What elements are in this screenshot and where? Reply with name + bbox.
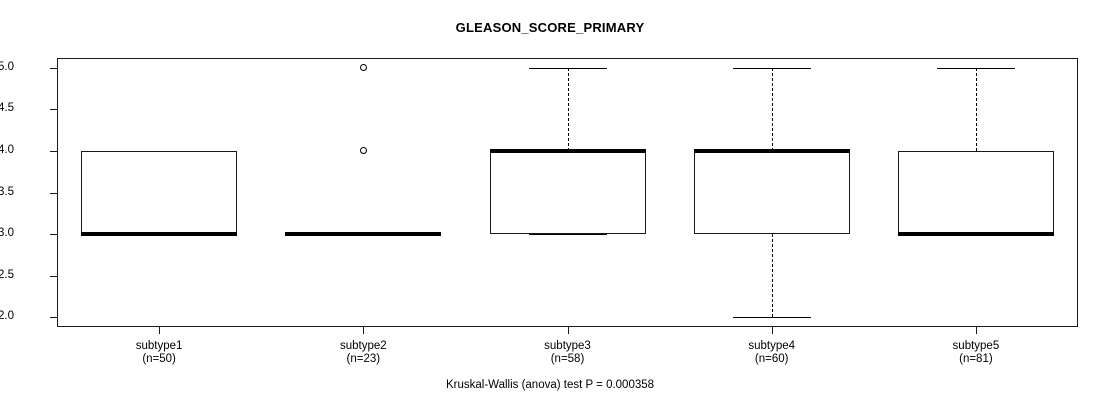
x-tick-label-name: subtype4 [748,340,796,352]
y-tick-mark [50,67,57,69]
y-tick-mark [50,109,57,111]
y-tick-label: 4.5 [0,102,14,115]
x-tick-label-subtype5: subtype5 (n=81) [876,340,1076,366]
x-tick-label-subtype1: subtype1 (n=50) [59,340,259,366]
x-tick-mark [568,327,569,334]
x-tick-label-subtype2: subtype2 (n=23) [263,340,463,366]
x-tick-label-count: (n=58) [550,353,585,365]
y-tick-mark [50,192,57,194]
x-tick-label-name: subtype2 [339,340,387,352]
box-rectangle [489,150,646,234]
y-tick-label: 2.5 [0,268,14,281]
plot-area [57,58,1078,327]
outlier-point [359,64,367,72]
median-line [285,232,442,236]
lower-whisker-cap [732,317,811,319]
median-line [897,232,1054,236]
y-tick-label: 5.0 [0,60,14,73]
y-tick-mark [50,275,57,277]
x-tick-label-count: (n=23) [346,353,381,365]
lower-whisker-cap [528,234,607,235]
x-tick-label-count: (n=50) [142,353,176,365]
y-tick-mark [50,317,57,319]
box-rectangle [693,150,850,234]
upper-whisker-line [976,67,977,151]
x-tick-label-subtype3: subtype3 (n=58) [468,340,668,366]
upper-whisker-line [568,67,569,151]
upper-whisker-cap [732,67,811,69]
box-rectangle [897,150,1054,234]
median-line [489,148,646,153]
y-tick-label: 3.0 [0,227,14,239]
upper-whisker-cap [528,67,607,69]
box-rectangle [81,150,238,234]
y-tick-label: 2.0 [0,310,14,323]
x-tick-mark [772,327,773,334]
x-tick-label-name: subtype5 [952,340,1000,352]
outlier-point [359,147,367,155]
upper-whisker-line [772,67,773,151]
y-tick-label: 3.5 [0,185,14,198]
statistical-test-annotation: Kruskal-Wallis (anova) test P = 0.000358 [445,379,655,391]
x-tick-label-name: subtype1 [135,340,183,352]
x-tick-label-count: (n=81) [959,353,993,365]
median-line [81,232,238,236]
y-tick-mark [50,234,57,235]
upper-whisker-cap [936,67,1015,69]
y-tick-mark [50,150,57,152]
lower-whisker-line [772,234,773,318]
x-tick-label-name: subtype3 [544,340,591,352]
x-tick-label-count: (n=60) [754,353,789,365]
x-tick-mark [363,327,364,334]
x-tick-mark [159,327,160,334]
y-tick-label: 4.0 [0,143,14,156]
x-tick-mark [976,327,977,334]
median-line [693,148,850,153]
chart-title: GLEASON_SCORE_PRIMARY [455,20,645,35]
x-tick-label-subtype4: subtype4 (n=60) [672,340,872,366]
